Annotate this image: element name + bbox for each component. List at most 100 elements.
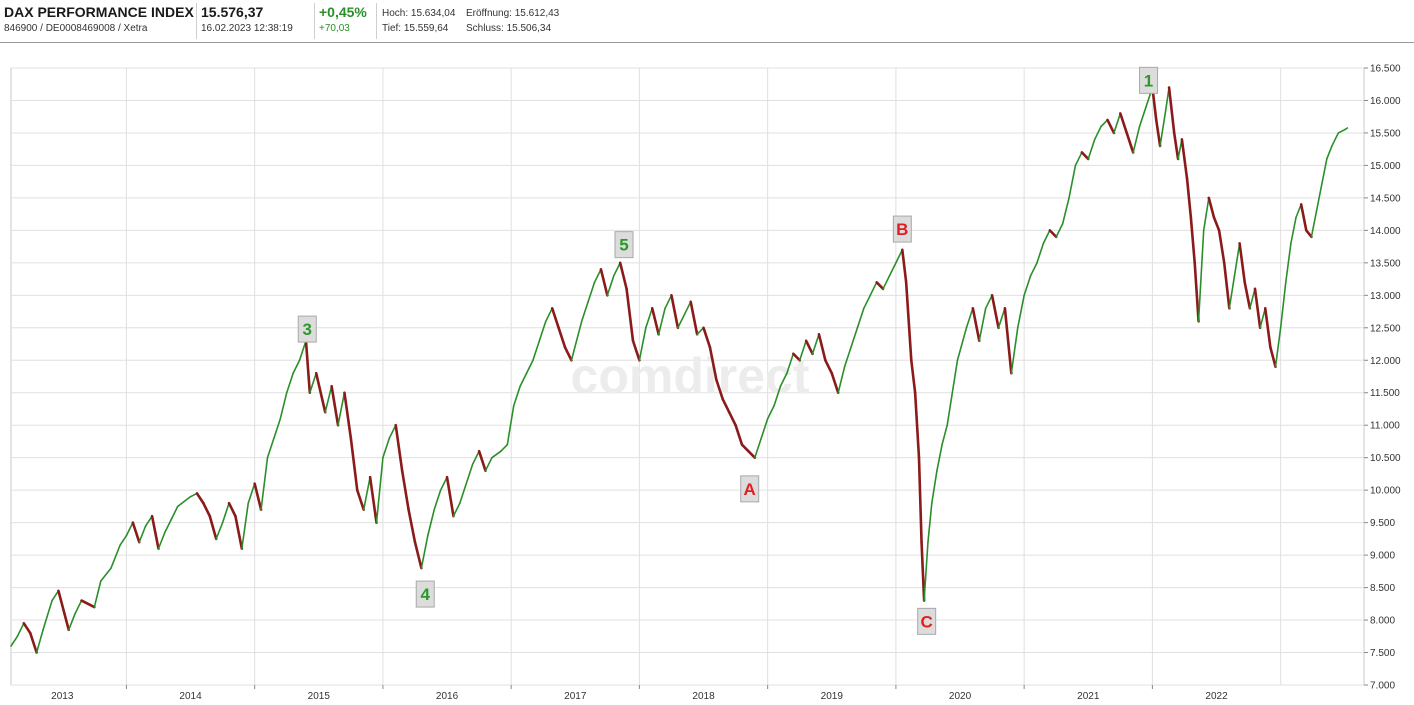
price-segment bbox=[550, 307, 560, 330]
price-segment bbox=[931, 469, 938, 504]
price-segment bbox=[157, 531, 166, 550]
price-segment bbox=[67, 612, 76, 631]
price-segment bbox=[1167, 86, 1176, 135]
price-segment bbox=[869, 281, 878, 297]
wave-label-text: B bbox=[896, 220, 908, 239]
x-tick-label: 2021 bbox=[1077, 691, 1100, 702]
price-segment bbox=[427, 508, 436, 537]
price-segment bbox=[895, 249, 904, 264]
price-segment bbox=[110, 544, 121, 569]
price-segment bbox=[144, 515, 153, 527]
price-segment bbox=[119, 534, 128, 547]
price-segment bbox=[400, 469, 410, 511]
price-segment bbox=[253, 482, 263, 511]
price-segment bbox=[1193, 261, 1200, 323]
wave-label-text: C bbox=[921, 612, 933, 631]
price-segment bbox=[375, 456, 384, 524]
price-segment bbox=[80, 599, 96, 609]
price-segment bbox=[74, 599, 83, 615]
price-segment bbox=[941, 424, 948, 446]
y-tick-label: 12.500 bbox=[1370, 323, 1401, 334]
price-segment bbox=[1233, 242, 1241, 277]
price-segment bbox=[904, 281, 913, 362]
price-segment bbox=[138, 525, 147, 543]
y-tick-label: 7.500 bbox=[1370, 648, 1395, 659]
wave-label-box bbox=[892, 215, 912, 243]
price-segment bbox=[1100, 119, 1109, 128]
price-segment bbox=[452, 502, 461, 517]
price-segment bbox=[779, 372, 788, 388]
price-segment bbox=[1274, 326, 1282, 368]
price-segment bbox=[28, 631, 38, 654]
price-segment bbox=[16, 622, 25, 638]
day-open: Eröffnung: 15.612,43 bbox=[466, 8, 560, 19]
price-segment bbox=[202, 501, 212, 518]
price-segment bbox=[946, 391, 954, 427]
price-segment bbox=[923, 541, 929, 602]
y-tick-label: 15.000 bbox=[1370, 161, 1401, 172]
price-segment bbox=[997, 307, 1006, 329]
price-segment bbox=[618, 261, 628, 291]
price-segment bbox=[195, 492, 205, 505]
price-segment bbox=[324, 385, 333, 414]
price-segment bbox=[1029, 262, 1038, 277]
price-segment bbox=[1253, 287, 1262, 330]
price-segment bbox=[260, 456, 269, 511]
price-segment bbox=[420, 534, 429, 569]
header-divider bbox=[314, 3, 315, 39]
day-low: Tief: 15.559,64 bbox=[382, 23, 449, 34]
price-segment bbox=[1202, 197, 1210, 232]
price-segment bbox=[593, 268, 602, 284]
x-tick-label: 2022 bbox=[1205, 691, 1228, 702]
price-segment bbox=[936, 443, 943, 472]
price-segment bbox=[1055, 223, 1064, 238]
price-segment bbox=[677, 313, 686, 329]
price-segment bbox=[811, 333, 820, 355]
price-segment bbox=[330, 384, 340, 427]
change-absolute: +70,03 bbox=[319, 23, 350, 34]
price-segment bbox=[1036, 242, 1045, 264]
price-segment bbox=[920, 540, 926, 602]
price-segment bbox=[309, 372, 318, 394]
price-segment bbox=[471, 450, 480, 465]
price-segment bbox=[1068, 164, 1077, 199]
price-segment bbox=[606, 275, 615, 297]
price-segment bbox=[1238, 242, 1247, 284]
price-segment bbox=[221, 502, 230, 524]
price-segment bbox=[215, 521, 224, 540]
wave-label-4: 4 bbox=[415, 580, 435, 608]
price-segment bbox=[164, 518, 173, 534]
price-segment bbox=[35, 628, 44, 654]
price-segment bbox=[650, 307, 660, 336]
index-ids: 846900 / DE0008469008 / Xetra bbox=[4, 23, 148, 34]
y-tick-label: 10.500 bbox=[1370, 453, 1401, 464]
wave-labels: 1 3 4 5 A B C bbox=[297, 66, 1159, 635]
price-segment bbox=[1228, 275, 1236, 310]
price-segment bbox=[1093, 125, 1102, 141]
x-tick-label: 2013 bbox=[51, 691, 74, 702]
price-segment bbox=[580, 301, 589, 323]
price-segment bbox=[965, 307, 974, 329]
price-segment bbox=[484, 456, 493, 472]
y-tick-label: 14.500 bbox=[1370, 193, 1401, 204]
price-segment bbox=[817, 332, 827, 362]
price-segment bbox=[247, 482, 256, 504]
price-segment bbox=[1299, 203, 1308, 232]
price-segment bbox=[909, 358, 917, 395]
price-segment bbox=[1331, 132, 1340, 147]
price-segment bbox=[727, 410, 737, 427]
price-segment bbox=[234, 514, 244, 550]
price-segment bbox=[1113, 112, 1122, 134]
header-divider bbox=[376, 3, 377, 39]
y-tick-label: 8.000 bbox=[1370, 616, 1395, 627]
x-tick-label: 2020 bbox=[949, 691, 972, 702]
price-segment bbox=[343, 391, 353, 440]
price-segment bbox=[519, 372, 528, 388]
day-high: Hoch: 15.634,04 bbox=[382, 8, 456, 19]
price-segment bbox=[170, 505, 179, 521]
price-segment bbox=[978, 307, 987, 342]
wave-label-box bbox=[614, 231, 634, 259]
price-segment bbox=[612, 262, 621, 277]
price-segment bbox=[532, 339, 541, 362]
price-segment bbox=[491, 450, 502, 459]
